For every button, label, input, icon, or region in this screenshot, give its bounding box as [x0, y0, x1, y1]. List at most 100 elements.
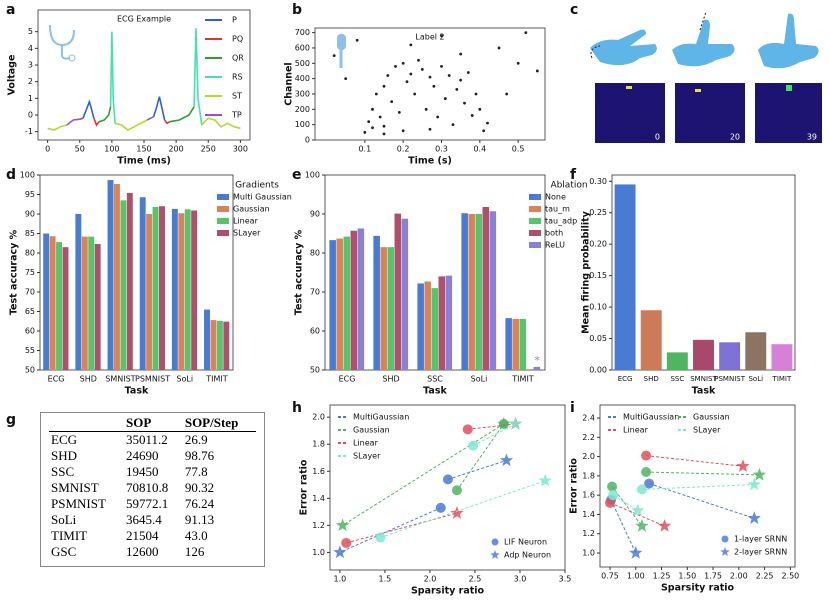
- point: [424, 107, 428, 111]
- y-tick-label: 1.4: [582, 510, 595, 519]
- lif-point: [375, 532, 386, 543]
- pair-line: [467, 423, 516, 430]
- legend-label: 1-layer SRNN: [734, 535, 787, 544]
- y-tick-label: 300: [295, 89, 310, 98]
- y-tick-label: 4: [28, 44, 33, 53]
- y-tick-label: 80: [25, 249, 35, 258]
- table-cell: GSC: [51, 544, 77, 559]
- line-series: [47, 117, 241, 131]
- lif-point: [604, 497, 615, 508]
- x-tick-label: 2.0: [424, 575, 437, 584]
- legend-label: ST: [232, 92, 242, 101]
- x-tick-label: 0.1: [358, 145, 371, 154]
- point: [344, 77, 348, 81]
- point: [440, 64, 443, 68]
- point: [466, 71, 470, 74]
- point: [432, 84, 436, 88]
- legend-label: Gaussian: [353, 426, 390, 435]
- y-tick-label: 2.4: [582, 414, 595, 423]
- y-tick-label: 95: [25, 190, 35, 199]
- blob: [786, 85, 792, 91]
- blob: [695, 89, 701, 92]
- point: [470, 114, 474, 117]
- bar: [505, 318, 512, 370]
- point: [428, 75, 432, 79]
- y-tick-label: 0.20: [589, 240, 607, 249]
- bar: [139, 197, 146, 370]
- bar: [614, 184, 636, 370]
- legend-label: Gaussian: [233, 205, 270, 214]
- panel-letter: g: [6, 412, 16, 428]
- y-tick-label: 2.0: [312, 413, 325, 422]
- lif-point: [435, 502, 446, 513]
- bar: [210, 320, 217, 370]
- frame-label: 20: [730, 133, 740, 142]
- legend-label: tau_m: [545, 205, 570, 214]
- y-tick-label: 500: [295, 59, 310, 68]
- legend-marker: [491, 538, 499, 546]
- x-tick-label: SHD: [382, 375, 399, 384]
- y-tick-label: 1: [28, 94, 33, 103]
- bar: [126, 192, 133, 370]
- point: [413, 92, 417, 96]
- x-tick-label: SoLi: [748, 375, 763, 383]
- legend-swatch: [217, 194, 229, 200]
- x-tick-label: SoLi: [471, 375, 488, 384]
- bar: [62, 247, 69, 370]
- bar: [519, 318, 527, 370]
- bar: [329, 240, 336, 370]
- plot-frame: [329, 404, 566, 571]
- table-cell: 90.32: [184, 480, 215, 495]
- table-cell: 70810.8: [125, 480, 169, 495]
- point: [363, 130, 367, 134]
- point: [390, 100, 394, 104]
- point: [374, 92, 378, 96]
- lif-point: [341, 537, 352, 548]
- x-tick-label: 2.25: [756, 572, 774, 581]
- y-tick-label: 1.6: [312, 467, 325, 476]
- adp-point: [335, 518, 350, 531]
- bar: [171, 208, 178, 370]
- y-axis-label: Mean firing probability: [581, 210, 592, 334]
- x-tick-label: SMNIST: [690, 375, 717, 383]
- y-axis-label: Test accuracy %: [9, 229, 20, 315]
- table-cell: 59772.1: [125, 496, 169, 511]
- bar: [445, 275, 453, 370]
- adp-point: [747, 477, 761, 491]
- table-cell: 76.24: [184, 496, 215, 511]
- point: [428, 127, 432, 131]
- bar: [81, 236, 88, 370]
- x-tick-label: 1.75: [704, 572, 722, 581]
- pair-line: [611, 486, 643, 527]
- bar: [666, 352, 688, 370]
- x-axis-label: Task: [692, 386, 716, 397]
- x-axis-label: Sparsity ratio: [661, 583, 735, 594]
- x-tick-label: SHD: [644, 375, 659, 383]
- y-tick-label: 1.2: [312, 521, 325, 530]
- x-tick-label: SSC: [670, 375, 684, 383]
- bar: [152, 206, 159, 370]
- pair-line: [342, 423, 505, 526]
- table-cell: 43.0: [184, 528, 208, 543]
- table-cell: SMNIST: [51, 480, 99, 495]
- bar: [178, 213, 185, 370]
- pair-line: [346, 512, 458, 544]
- x-axis-label: Task: [125, 386, 149, 397]
- table-cell: 3645.4: [125, 512, 162, 527]
- y-tick-label: 60: [25, 327, 35, 336]
- legend-label: Adp Neuron: [504, 551, 551, 560]
- bar: [387, 247, 395, 370]
- point: [524, 31, 528, 35]
- legend-label: both: [545, 229, 563, 238]
- point: [440, 34, 443, 38]
- lif-point: [636, 484, 647, 495]
- x-tick-label: TIMIT: [511, 375, 534, 384]
- bar: [693, 339, 714, 370]
- arrow: [590, 45, 601, 59]
- header-cell: [49, 415, 124, 432]
- x-tick-label: 3.5: [559, 575, 572, 584]
- y-tick-label: 1.8: [312, 440, 325, 449]
- lif-point: [607, 481, 618, 492]
- microphone: [337, 34, 346, 68]
